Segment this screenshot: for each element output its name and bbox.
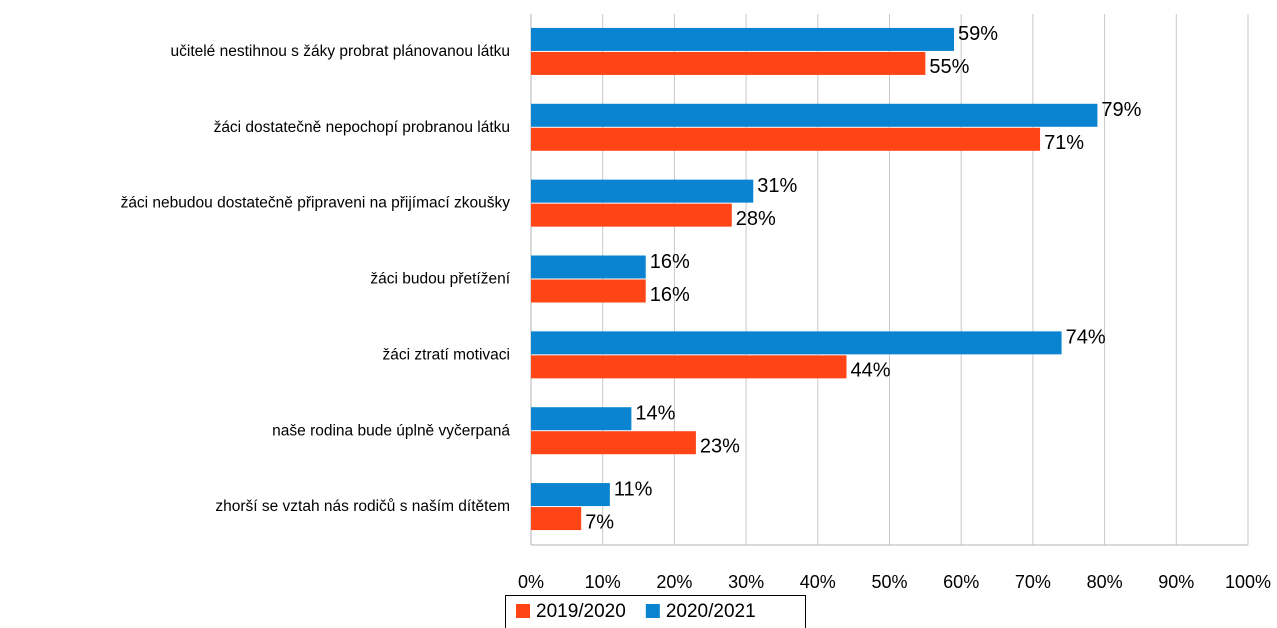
x-tick-label: 40% — [800, 572, 836, 592]
legend-swatch — [516, 604, 530, 618]
bar — [531, 127, 1041, 151]
legend-label: 2020/2021 — [666, 601, 756, 622]
bar — [531, 203, 732, 227]
value-label: 74% — [1066, 327, 1106, 349]
category-label: žáci ztratí motivaci — [383, 346, 510, 363]
value-label: 7% — [585, 511, 614, 533]
bar — [531, 355, 847, 379]
bar — [531, 179, 754, 203]
x-tick-label: 30% — [728, 572, 764, 592]
value-label: 55% — [929, 56, 969, 78]
value-label: 16% — [650, 284, 690, 306]
x-tick-label: 10% — [585, 572, 621, 592]
value-label: 44% — [850, 360, 890, 382]
bar — [531, 483, 610, 507]
value-label: 79% — [1101, 99, 1141, 121]
x-tick-label: 20% — [656, 572, 692, 592]
bar — [531, 255, 646, 279]
category-label: žáci budou přetížení — [370, 271, 510, 288]
bar — [531, 103, 1098, 127]
x-tick-label: 60% — [943, 572, 979, 592]
category-label: zhorší se vztah nás rodičů s naším dítět… — [215, 498, 510, 515]
value-label: 23% — [700, 435, 740, 457]
legend-swatch — [645, 604, 660, 618]
bar — [531, 431, 696, 455]
category-label: žáci dostatečně nepochopí probranou látk… — [214, 119, 510, 136]
value-label: 14% — [635, 402, 675, 424]
category-label: žáci nebudou dostatečně připraveni na př… — [121, 195, 511, 212]
x-tick-label: 50% — [871, 572, 907, 592]
bar — [531, 407, 632, 431]
category-label: učitelé nestihnou s žáky probrat plánova… — [171, 43, 511, 60]
value-label: 59% — [958, 23, 998, 45]
bar — [531, 51, 926, 75]
x-tick-label: 90% — [1158, 572, 1194, 592]
category-label: naše rodina bude úplně vyčerpaná — [272, 422, 510, 439]
x-tick-label: 70% — [1015, 572, 1051, 592]
legend-label: 2019/2020 — [536, 601, 626, 622]
value-label: 16% — [650, 251, 690, 273]
value-label: 31% — [757, 175, 797, 197]
x-tick-label: 100% — [1225, 572, 1271, 592]
bar — [531, 507, 582, 531]
value-label: 28% — [736, 208, 776, 230]
bar — [531, 331, 1062, 355]
value-label: 71% — [1044, 132, 1084, 154]
value-label: 11% — [614, 478, 653, 500]
bar — [531, 279, 646, 303]
bar — [531, 27, 955, 51]
x-tick-label: 0% — [518, 572, 544, 592]
x-tick-label: 80% — [1087, 572, 1123, 592]
